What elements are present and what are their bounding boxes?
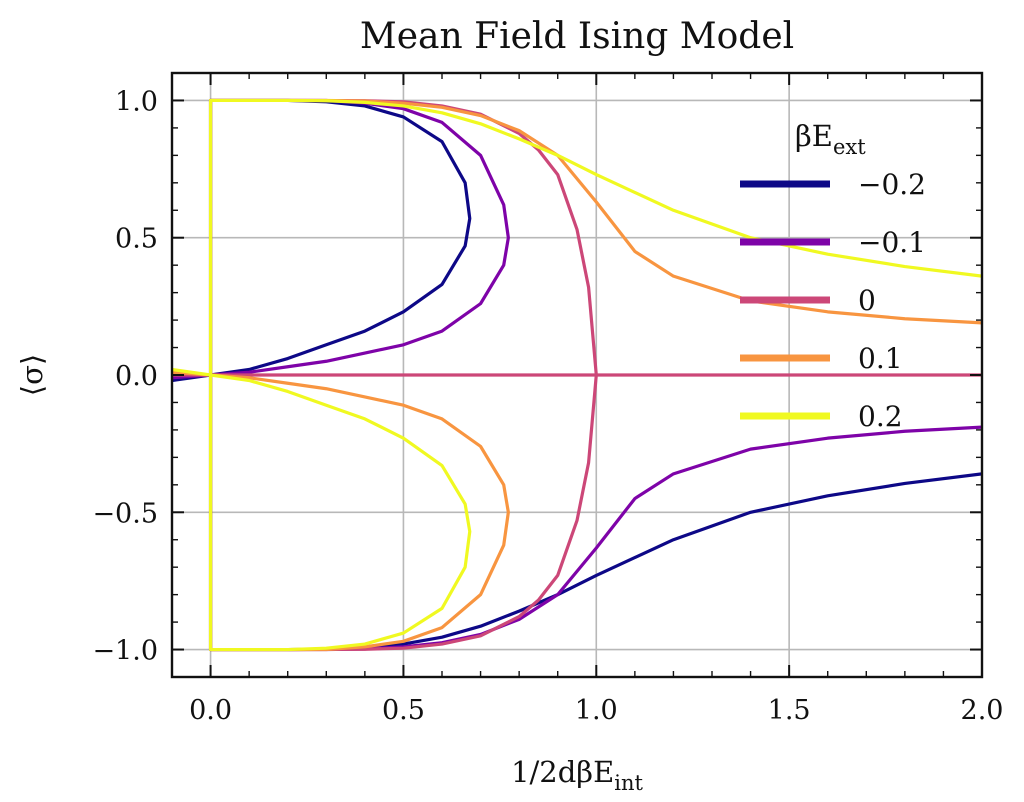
legend-title: βEext (795, 119, 866, 159)
legend-label-2: 0 (858, 284, 876, 317)
y-tick-label-4: 1.0 (115, 86, 158, 117)
tick-labels: 0.0 0.5 1.0 1.5 2.0 −1.0 −0.5 0.0 0.5 1.0 (92, 86, 1003, 726)
legend: βEext −0.2 −0.1 0 0.1 0.2 (740, 119, 926, 433)
x-tick-label-1: 0.5 (382, 695, 425, 726)
x-tick-label-2: 1.0 (575, 695, 618, 726)
x-tick-label-0: 0.0 (189, 695, 232, 726)
legend-label-3: 0.1 (858, 342, 903, 375)
y-tick-label-0: −1.0 (92, 636, 158, 667)
series-line-4 (172, 98, 982, 652)
series-layer (172, 98, 982, 652)
x-axis-label-main: 1/2dβE (511, 755, 614, 789)
x-tick-label-3: 1.5 (768, 695, 811, 726)
x-axis-label-subscript: int (614, 771, 643, 795)
y-tick-label-2: 0.0 (115, 361, 158, 392)
legend-title-main: βE (795, 119, 833, 153)
legend-label-1: −0.1 (858, 226, 926, 259)
legend-title-subscript: ext (833, 135, 866, 159)
chart-title: Mean Field Ising Model (360, 16, 794, 57)
y-axis-label: ⟨σ⟩ (15, 354, 49, 396)
legend-label-4: 0.2 (858, 400, 903, 433)
y-tick-label-3: 0.5 (115, 224, 158, 255)
legend-items: −0.2 −0.1 0 0.1 0.2 (740, 168, 926, 433)
x-tick-label-4: 2.0 (961, 695, 1004, 726)
axis-ticks (171, 72, 983, 678)
legend-label-0: −0.2 (858, 168, 926, 201)
y-tick-label-1: −0.5 (92, 498, 158, 529)
x-axis-label: 1/2dβEint (511, 755, 643, 795)
